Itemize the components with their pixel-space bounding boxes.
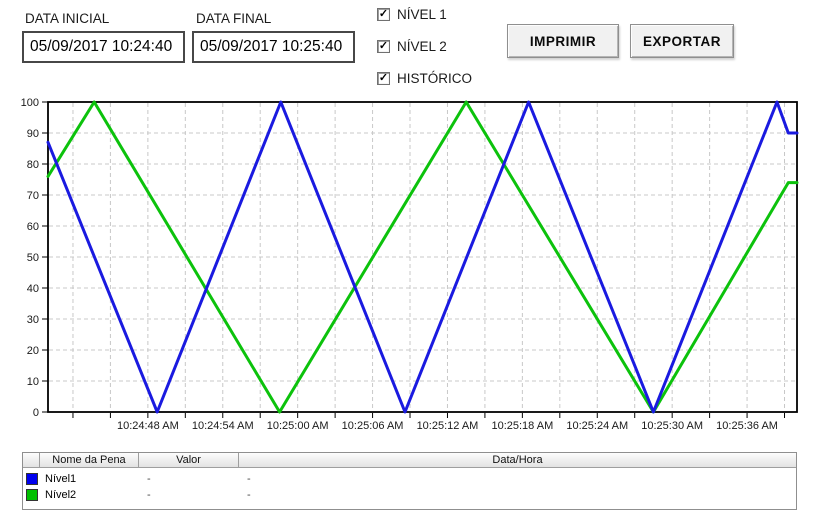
pen-swatch-cell xyxy=(23,489,40,501)
y-tick-label: 30 xyxy=(27,314,39,326)
pen-table-body: Nível1 - - Nível2 - - xyxy=(23,468,796,503)
data-final-label: DATA FINAL xyxy=(196,11,272,26)
checkbox-nivel-1[interactable]: ✓ xyxy=(377,8,390,21)
checkbox-row-nivel-1[interactable]: ✓ NÍVEL 1 xyxy=(377,7,447,22)
checkbox-nivel-2[interactable]: ✓ xyxy=(377,40,390,53)
y-tick-label: 80 xyxy=(27,159,39,171)
x-tick-label: 10:25:06 AM xyxy=(342,420,404,432)
checkbox-label: NÍVEL 2 xyxy=(397,39,447,54)
y-tick-label: 10 xyxy=(27,376,39,388)
y-tick-label: 20 xyxy=(27,345,39,357)
chart-x-ticks xyxy=(72,413,786,418)
pen-name-cell: Nível1 xyxy=(45,473,77,485)
x-tick-label: 10:25:00 AM xyxy=(267,420,329,432)
header-cell-swatch xyxy=(23,453,40,468)
pen-color-swatch xyxy=(25,489,38,501)
header-cell-valor: Valor xyxy=(139,453,239,468)
pen-datahora-cell: - xyxy=(247,473,251,485)
chart-grid-horizontal xyxy=(49,132,796,382)
y-tick-label: 50 xyxy=(27,252,39,264)
table-row[interactable]: Nível1 - - xyxy=(23,471,796,487)
y-tick-label: 0 xyxy=(33,407,39,419)
pen-color-swatch xyxy=(25,473,38,485)
exportar-button[interactable]: EXPORTAR xyxy=(630,24,734,58)
chart-y-ticks xyxy=(42,101,48,413)
chart-x-labels: 10:24:48 AM 10:24:54 AM 10:25:00 AM 10:25:0… xyxy=(117,420,778,432)
checkbox-label: HISTÓRICO xyxy=(397,71,473,86)
pen-table-header: Nome da Pena Valor Data/Hora xyxy=(23,453,796,468)
pen-valor-cell: - xyxy=(147,473,151,485)
pen-valor-cell: - xyxy=(147,489,151,501)
chart-y-labels: 0 10 20 30 40 50 60 70 80 90 100 xyxy=(21,97,39,419)
pen-table: Nome da Pena Valor Data/Hora Nível1- - Nív… xyxy=(22,452,797,510)
header-cell-datahora: Data/Hora xyxy=(239,453,796,468)
data-final-input[interactable] xyxy=(192,31,355,63)
x-tick-label: 10:24:48 AM xyxy=(117,420,179,432)
imprimir-button[interactable]: IMPRIMIR xyxy=(507,24,619,58)
x-tick-label: 10:25:18 AM xyxy=(491,420,553,432)
y-tick-label: 60 xyxy=(27,221,39,233)
checkbox-historico[interactable]: ✓ xyxy=(377,72,390,85)
checkbox-label: NÍVEL 1 xyxy=(397,7,447,22)
chart-series xyxy=(46,100,799,414)
data-inicial-label: DATA INICIAL xyxy=(25,11,110,26)
y-tick-label: 100 xyxy=(21,97,39,109)
x-tick-label: 10:25:30 AM xyxy=(641,420,703,432)
pen-swatch-cell xyxy=(23,473,40,485)
series-line-nivel2 xyxy=(46,100,799,414)
x-tick-label: 10:25:12 AM xyxy=(417,420,479,432)
series-line-nivel1 xyxy=(46,100,799,414)
data-inicial-input[interactable] xyxy=(22,31,185,63)
y-tick-label: 90 xyxy=(27,128,39,140)
x-tick-label: 10:24:54 AM xyxy=(192,420,254,432)
checkbox-row-historico[interactable]: ✓ HISTÓRICO xyxy=(377,71,472,86)
pen-datahora-cell: - xyxy=(247,489,251,501)
table-row[interactable]: Nível2 - - xyxy=(23,487,796,503)
x-tick-label: 10:25:36 AM xyxy=(716,420,778,432)
checkbox-row-nivel-2[interactable]: ✓ NÍVEL 2 xyxy=(377,39,447,54)
y-tick-label: 70 xyxy=(27,190,39,202)
pen-name-cell: Nível2 xyxy=(45,489,77,501)
x-tick-label: 10:25:24 AM xyxy=(566,420,628,432)
trend-chart: 10:24:48 AM 10:24:54 AM 10:25:00 AM 10:25:0… xyxy=(21,97,799,432)
header-cell-nome: Nome da Pena xyxy=(40,453,139,468)
y-tick-label: 40 xyxy=(27,283,39,295)
